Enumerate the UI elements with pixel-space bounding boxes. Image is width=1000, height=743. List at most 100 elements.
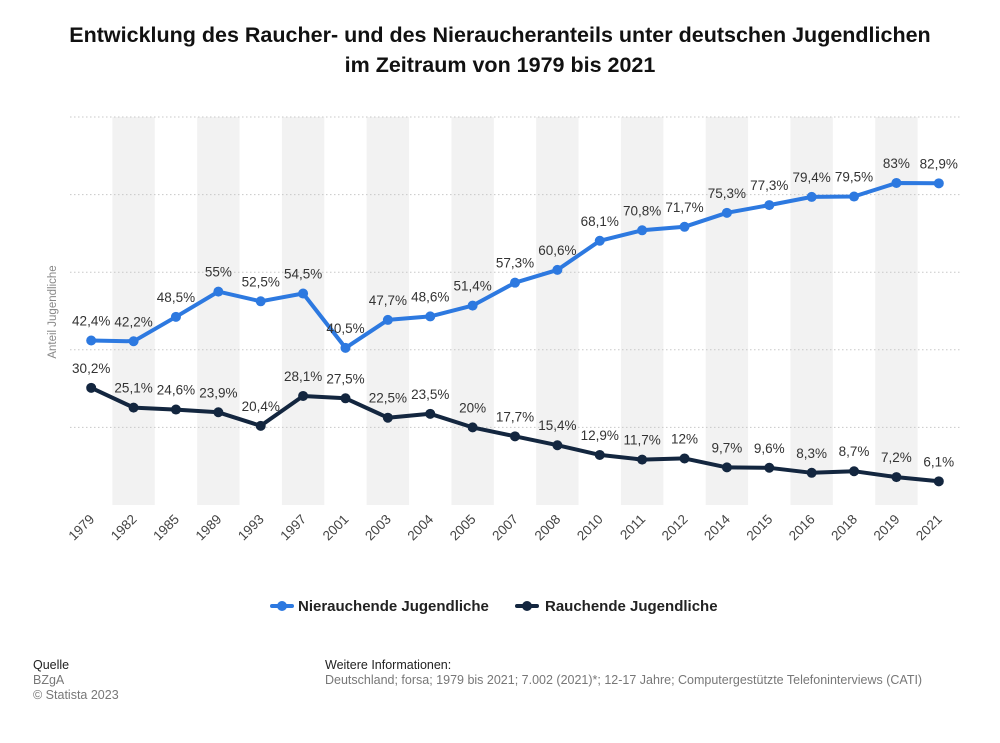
x-tick-label: 1997	[277, 512, 309, 544]
data-point	[679, 453, 690, 464]
column-band	[790, 117, 833, 505]
data-point	[340, 393, 351, 404]
data-label: 57,3%	[496, 256, 534, 271]
legend-label: Rauchende Jugendliche	[545, 598, 718, 615]
data-label: 51,4%	[453, 279, 491, 294]
data-point	[594, 449, 605, 460]
x-tick-label: 2016	[786, 512, 818, 544]
source-block: Quelle BZgA © Statista 2023	[33, 658, 119, 703]
x-tick-label: 2021	[913, 512, 945, 544]
data-label: 9,7%	[712, 440, 743, 455]
copyright: © Statista 2023	[33, 688, 119, 702]
data-point	[510, 431, 520, 442]
legend-marker	[522, 601, 532, 611]
data-point	[425, 311, 436, 322]
data-point	[594, 235, 605, 246]
chart-title-line1: Entwicklung des Raucher- und des Nierauc…	[69, 23, 931, 47]
data-label: 20,4%	[242, 399, 280, 414]
data-label: 8,7%	[839, 444, 870, 459]
data-label: 17,7%	[496, 409, 534, 424]
x-axis-ticks: 1979 1982 1985 1989 1993 1997 2001 2003 2004 2005…	[65, 511, 944, 543]
data-label: 40,5%	[326, 321, 364, 336]
data-point	[213, 286, 224, 297]
y-axis-label: Anteil Jugendliche	[47, 265, 59, 358]
x-tick-label: 2011	[617, 512, 648, 543]
data-label: 12,9%	[581, 428, 619, 443]
chart-title-line2: im Zeitraum von 1979 bis 2021	[344, 53, 656, 77]
info-block: Weitere Informationen: Deutschland; fors…	[325, 658, 922, 688]
data-point	[213, 407, 224, 418]
data-point	[721, 207, 732, 218]
data-label: 11,7%	[624, 433, 661, 448]
x-tick-label: 2010	[574, 512, 606, 544]
legend-marker	[277, 601, 287, 611]
data-label: 7,2%	[881, 450, 912, 465]
data-point	[552, 264, 563, 275]
chart-title: Entwicklung des Raucher- und des Nierauc…	[0, 20, 1000, 80]
data-label: 68,1%	[581, 214, 619, 229]
column-band	[875, 117, 918, 505]
source-heading: Quelle	[33, 658, 70, 672]
column-band	[620, 117, 664, 505]
data-label: 27,5%	[326, 371, 364, 386]
data-point	[382, 412, 393, 423]
legend: Nierauchende Jugendliche Rauchende Jugend…	[270, 598, 718, 615]
series-smokers: 30,2% 25,1% 24,6% 23,9% 20,4% 28,1% 27,5% 22,5%…	[72, 361, 954, 487]
data-label: 6,1%	[923, 454, 954, 469]
data-point	[721, 462, 732, 473]
data-label: 28,1%	[284, 369, 322, 384]
x-tick-label: 1989	[193, 512, 225, 544]
data-label: 20%	[459, 400, 486, 415]
data-point	[849, 466, 860, 477]
data-point	[637, 225, 648, 236]
x-tick-label: 2015	[744, 512, 776, 544]
x-tick-label: 2003	[362, 512, 394, 544]
info-text: Deutschland; forsa; 1979 bis 2021; 7.002…	[325, 673, 923, 687]
series-group: 42,4% 42,2% 48,5% 55% 52,5% 54,5% 40,5% 47,7% 48…	[72, 156, 958, 487]
data-point	[679, 221, 690, 232]
data-label: 83%	[883, 156, 910, 171]
data-point	[86, 335, 97, 346]
x-tick-label: 1979	[65, 512, 97, 544]
data-label: 77,3%	[750, 178, 788, 193]
data-label: 79,5%	[835, 170, 873, 185]
data-point	[340, 342, 351, 353]
data-label: 75,3%	[708, 186, 746, 201]
x-tick-label: 2012	[659, 512, 691, 544]
data-label: 47,7%	[369, 293, 407, 308]
data-point	[255, 296, 266, 307]
data-label: 24,6%	[157, 383, 195, 398]
data-label: 9,6%	[754, 441, 785, 456]
data-label: 12%	[671, 431, 698, 446]
data-label: 42,4%	[72, 313, 110, 328]
column-band	[197, 117, 240, 505]
data-point	[764, 462, 775, 473]
data-point	[425, 408, 436, 419]
x-tick-label: 2008	[532, 512, 564, 544]
data-label: 22,5%	[369, 391, 407, 406]
data-label: 15,4%	[538, 418, 576, 433]
legend-item: Rauchende Jugendliche	[515, 598, 718, 615]
data-point	[255, 420, 266, 431]
data-label: 52,5%	[242, 274, 280, 289]
data-point	[806, 191, 817, 202]
data-point	[298, 288, 309, 299]
x-tick-label: 1993	[235, 512, 267, 544]
data-label: 25,1%	[114, 381, 152, 396]
data-point	[933, 178, 944, 189]
legend-item: Nierauchende Jugendliche	[270, 598, 489, 615]
data-point	[467, 300, 478, 311]
data-point	[764, 200, 775, 211]
legend-label: Nierauchende Jugendliche	[298, 598, 489, 615]
x-tick-label: 2019	[871, 512, 903, 544]
x-tick-label: 2014	[701, 511, 733, 543]
data-point	[552, 440, 563, 451]
data-label: 23,9%	[199, 385, 237, 400]
x-tick-label: 2005	[447, 512, 479, 544]
data-label: 30,2%	[72, 361, 110, 376]
data-label: 79,4%	[793, 170, 831, 185]
data-point	[298, 390, 309, 401]
data-label: 71,7%	[665, 200, 703, 215]
data-point	[849, 191, 860, 202]
data-label: 55%	[205, 265, 232, 280]
